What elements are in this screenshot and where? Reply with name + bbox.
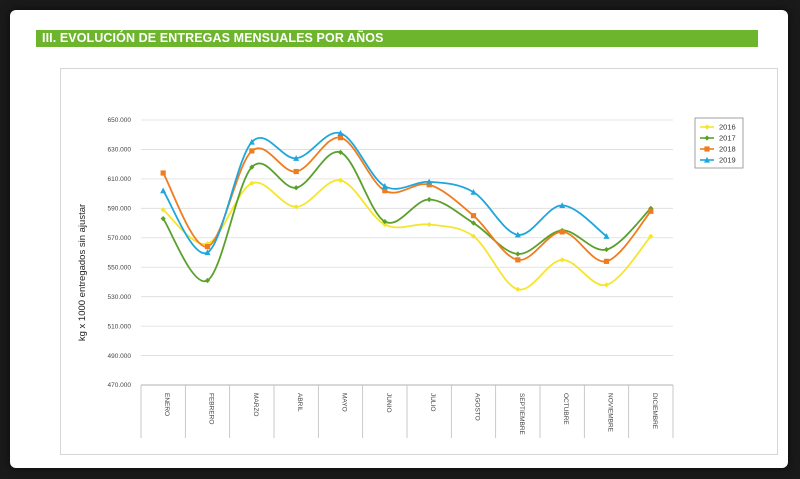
data-point-2016	[515, 286, 521, 292]
data-point-2018	[337, 135, 344, 141]
legend-label-2016: 2016	[719, 123, 736, 132]
data-point-2018	[160, 170, 166, 176]
x-tick-label: JUNIO	[385, 393, 392, 413]
legend-marker-2018	[704, 146, 710, 152]
x-tick-label: MARZO	[252, 393, 259, 416]
data-point-2018	[515, 257, 521, 263]
series-line-2018	[162, 136, 652, 263]
data-point-2019	[603, 233, 610, 239]
data-point-2018	[204, 244, 211, 250]
y-tick-labels: 470.000 490.000 510.000 530.000 550.000 570.0…	[108, 117, 132, 389]
data-point-2016	[426, 221, 432, 228]
data-point-2017	[470, 220, 477, 226]
x-tick-label: MAYO	[341, 393, 348, 412]
data-point-2019	[204, 249, 211, 256]
data-point-2019	[337, 130, 344, 136]
legend: 2016 2017 2018 2019	[694, 117, 744, 169]
data-point-2016	[337, 177, 344, 183]
data-point-2018	[470, 213, 477, 219]
section-title: III. EVOLUCIÓN DE ENTREGAS MENSUALES POR…	[36, 30, 758, 47]
x-tick-label: DICIEMBRE	[651, 393, 658, 430]
data-point-2018	[559, 229, 565, 235]
series-line-2019	[162, 132, 608, 254]
x-tick-label: OCTUBRE	[562, 393, 569, 425]
data-point-2017	[204, 277, 211, 284]
data-point-2016	[382, 221, 388, 228]
legend-label-2018: 2018	[719, 145, 736, 154]
data-point-2017	[603, 246, 610, 253]
data-point-2016	[470, 233, 477, 239]
data-point-2019	[381, 183, 388, 189]
data-point-2019	[559, 202, 566, 208]
data-point-2018	[426, 182, 432, 188]
data-point-2019	[514, 231, 521, 238]
data-point-2018	[603, 258, 610, 264]
data-point-2017	[160, 216, 166, 222]
series-line-2016	[162, 179, 652, 291]
x-tick-label: SEPTIEMBRE	[518, 393, 525, 436]
y-tick-label: 510.000	[108, 323, 132, 330]
data-point-2019	[470, 188, 477, 195]
data-point-2019	[160, 187, 167, 194]
legend-marker-2017	[704, 135, 710, 141]
y-tick-label: 490.000	[108, 353, 132, 360]
data-point-2016	[648, 233, 654, 239]
y-tick-label: 470.000	[108, 382, 132, 389]
data-point-2017	[249, 164, 255, 170]
data-point-2017	[293, 185, 299, 191]
y-tick-label: 530.000	[108, 294, 132, 301]
x-tick-label: NOVIEMBRE	[607, 393, 614, 433]
data-point-2019	[293, 155, 300, 161]
y-axis-label: kg x 1000 entregados sin ajustar	[77, 204, 88, 341]
data-point-2017	[515, 251, 521, 257]
legend-marker-2016	[704, 124, 710, 130]
x-tick-label: JULIO	[429, 393, 436, 411]
y-tick-label: 590.000	[108, 206, 132, 213]
x-tick-label: ENERO	[163, 393, 170, 416]
data-point-2016	[603, 282, 610, 288]
legend-label-2019: 2019	[719, 156, 736, 165]
data-point-2017	[337, 149, 344, 155]
series-line-2017	[162, 151, 652, 283]
data-point-2019	[426, 178, 433, 185]
data-point-2018	[293, 168, 299, 175]
legend-marker-2019	[704, 156, 710, 163]
gridlines	[141, 119, 673, 386]
x-tick-labels: ENERO FEBRERO MARZO ABRIL MAYO JUNIO JULIO AGOS…	[163, 393, 658, 436]
x-tick-label: ABRIL	[296, 393, 303, 412]
data-point-2017	[426, 196, 432, 203]
document-page: III. EVOLUCIÓN DE ENTREGAS MENSUALES POR…	[10, 10, 788, 468]
y-tick-label: 610.000	[108, 176, 132, 183]
data-point-2018	[249, 148, 255, 154]
data-point-2018	[648, 208, 654, 214]
data-point-2016	[160, 207, 166, 213]
data-point-2016	[559, 257, 565, 263]
x-tick-label: FEBRERO	[208, 393, 215, 424]
x-category-dividers	[140, 385, 674, 438]
x-tick-label: AGOSTO	[474, 393, 481, 421]
series-lines	[162, 132, 652, 291]
data-point-2019	[248, 138, 255, 145]
y-tick-label: 550.000	[108, 264, 132, 271]
y-tick-label: 630.000	[108, 147, 132, 154]
y-tick-label: 650.000	[108, 117, 132, 124]
data-point-2018	[382, 188, 388, 194]
legend-label-2017: 2017	[719, 134, 736, 143]
chart-frame: 470.000 490.000 510.000 530.000 550.000 570.0…	[60, 68, 778, 455]
data-point-2017	[382, 218, 388, 225]
line-chart: 470.000 490.000 510.000 530.000 550.000 570.0…	[77, 117, 744, 438]
y-tick-label: 570.000	[108, 235, 132, 242]
